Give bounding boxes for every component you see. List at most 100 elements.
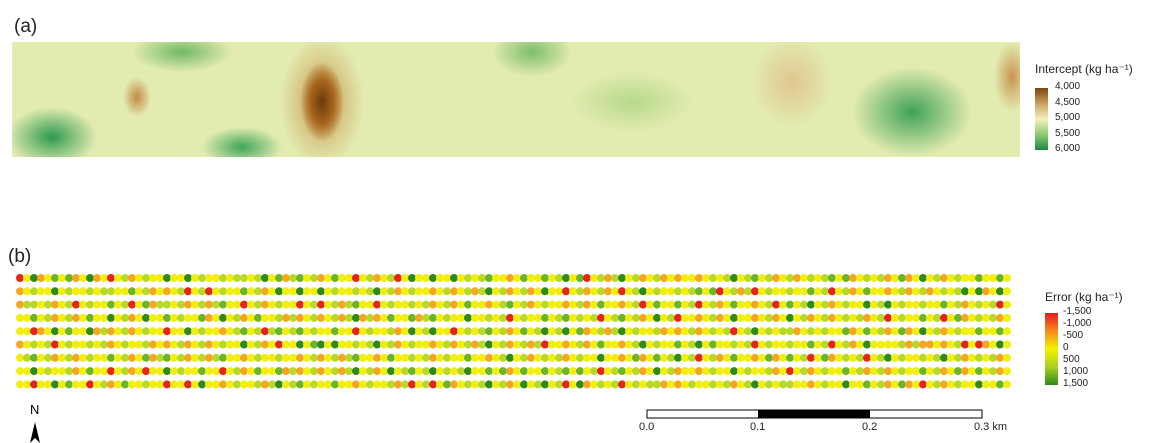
- error-point: [604, 327, 612, 336]
- error-point: [387, 300, 395, 309]
- error-point: [954, 353, 962, 362]
- error-point: [429, 287, 437, 296]
- error-point: [646, 353, 654, 362]
- error-point: [198, 274, 206, 282]
- error-point: [653, 367, 661, 376]
- error-point: [870, 367, 878, 376]
- error-point: [716, 287, 724, 296]
- error-point: [380, 353, 388, 362]
- error-point: [744, 313, 752, 322]
- error-point: [226, 327, 234, 336]
- error-point: [989, 274, 997, 282]
- error-point: [807, 313, 815, 322]
- error-point: [821, 353, 829, 362]
- error-point: [653, 380, 661, 389]
- error-point: [72, 313, 80, 322]
- error-point: [86, 327, 94, 336]
- error-point: [142, 313, 150, 322]
- error-point: [275, 380, 283, 389]
- error-point: [870, 340, 878, 349]
- error-point: [583, 313, 591, 322]
- error-point: [408, 380, 416, 389]
- error-point: [142, 367, 150, 376]
- error-point: [296, 367, 304, 376]
- error-point: [884, 380, 892, 389]
- error-point: [247, 380, 255, 389]
- error-point: [646, 300, 654, 309]
- error-point: [534, 274, 542, 282]
- error-point: [590, 313, 598, 322]
- error-point: [954, 274, 962, 282]
- error-point: [443, 287, 451, 296]
- error-point: [828, 380, 836, 389]
- error-point: [996, 353, 1004, 362]
- error-point: [653, 353, 661, 362]
- error-point: [429, 274, 437, 282]
- error-point: [625, 380, 633, 389]
- error-point: [233, 353, 241, 362]
- error-point: [674, 313, 682, 322]
- error-point: [597, 353, 605, 362]
- error-point: [16, 367, 24, 376]
- error-point: [387, 313, 395, 322]
- error-point: [688, 313, 696, 322]
- error-point: [317, 367, 325, 376]
- error-point: [765, 380, 773, 389]
- error-point: [709, 380, 717, 389]
- error-point: [93, 367, 101, 376]
- error-point: [905, 300, 913, 309]
- error-point: [37, 380, 45, 389]
- error-point: [912, 353, 920, 362]
- error-point: [996, 313, 1004, 322]
- error-point: [555, 367, 563, 376]
- error-point: [954, 313, 962, 322]
- error-point: [254, 353, 262, 362]
- error-point: [443, 300, 451, 309]
- error-point: [786, 300, 794, 309]
- intercept-raster: [12, 42, 1020, 157]
- error-point: [401, 340, 409, 349]
- error-point: [478, 300, 486, 309]
- error-point: [583, 340, 591, 349]
- error-point: [751, 380, 759, 389]
- error-point: [65, 313, 73, 322]
- error-point: [933, 300, 941, 309]
- error-point: [240, 300, 248, 309]
- legend-label: -1,500: [1063, 306, 1092, 317]
- error-point: [359, 300, 367, 309]
- error-point: [478, 380, 486, 389]
- error-point: [30, 287, 38, 296]
- error-point: [303, 300, 311, 309]
- error-point: [485, 380, 493, 389]
- error-point: [863, 313, 871, 322]
- error-point: [100, 353, 108, 362]
- error-point: [884, 327, 892, 336]
- error-point: [303, 380, 311, 389]
- error-point: [233, 367, 241, 376]
- error-point: [926, 367, 934, 376]
- error-point: [506, 313, 514, 322]
- error-point: [121, 367, 129, 376]
- error-point: [576, 327, 584, 336]
- error-point: [639, 367, 647, 376]
- error-point: [618, 380, 626, 389]
- error-point: [317, 313, 325, 322]
- error-point: [975, 353, 983, 362]
- error-point: [723, 287, 731, 296]
- error-point: [135, 340, 143, 349]
- error-point: [219, 353, 227, 362]
- error-point: [275, 274, 283, 282]
- error-point: [184, 353, 192, 362]
- error-point: [233, 340, 241, 349]
- error-point: [555, 274, 563, 282]
- error-point: [891, 380, 899, 389]
- error-point: [632, 353, 640, 362]
- error-point: [170, 300, 178, 309]
- error-point: [681, 380, 689, 389]
- error-point: [23, 274, 31, 282]
- error-point: [541, 340, 549, 349]
- error-point: [513, 367, 521, 376]
- error-point: [415, 313, 423, 322]
- error-point: [450, 353, 458, 362]
- error-point: [324, 380, 332, 389]
